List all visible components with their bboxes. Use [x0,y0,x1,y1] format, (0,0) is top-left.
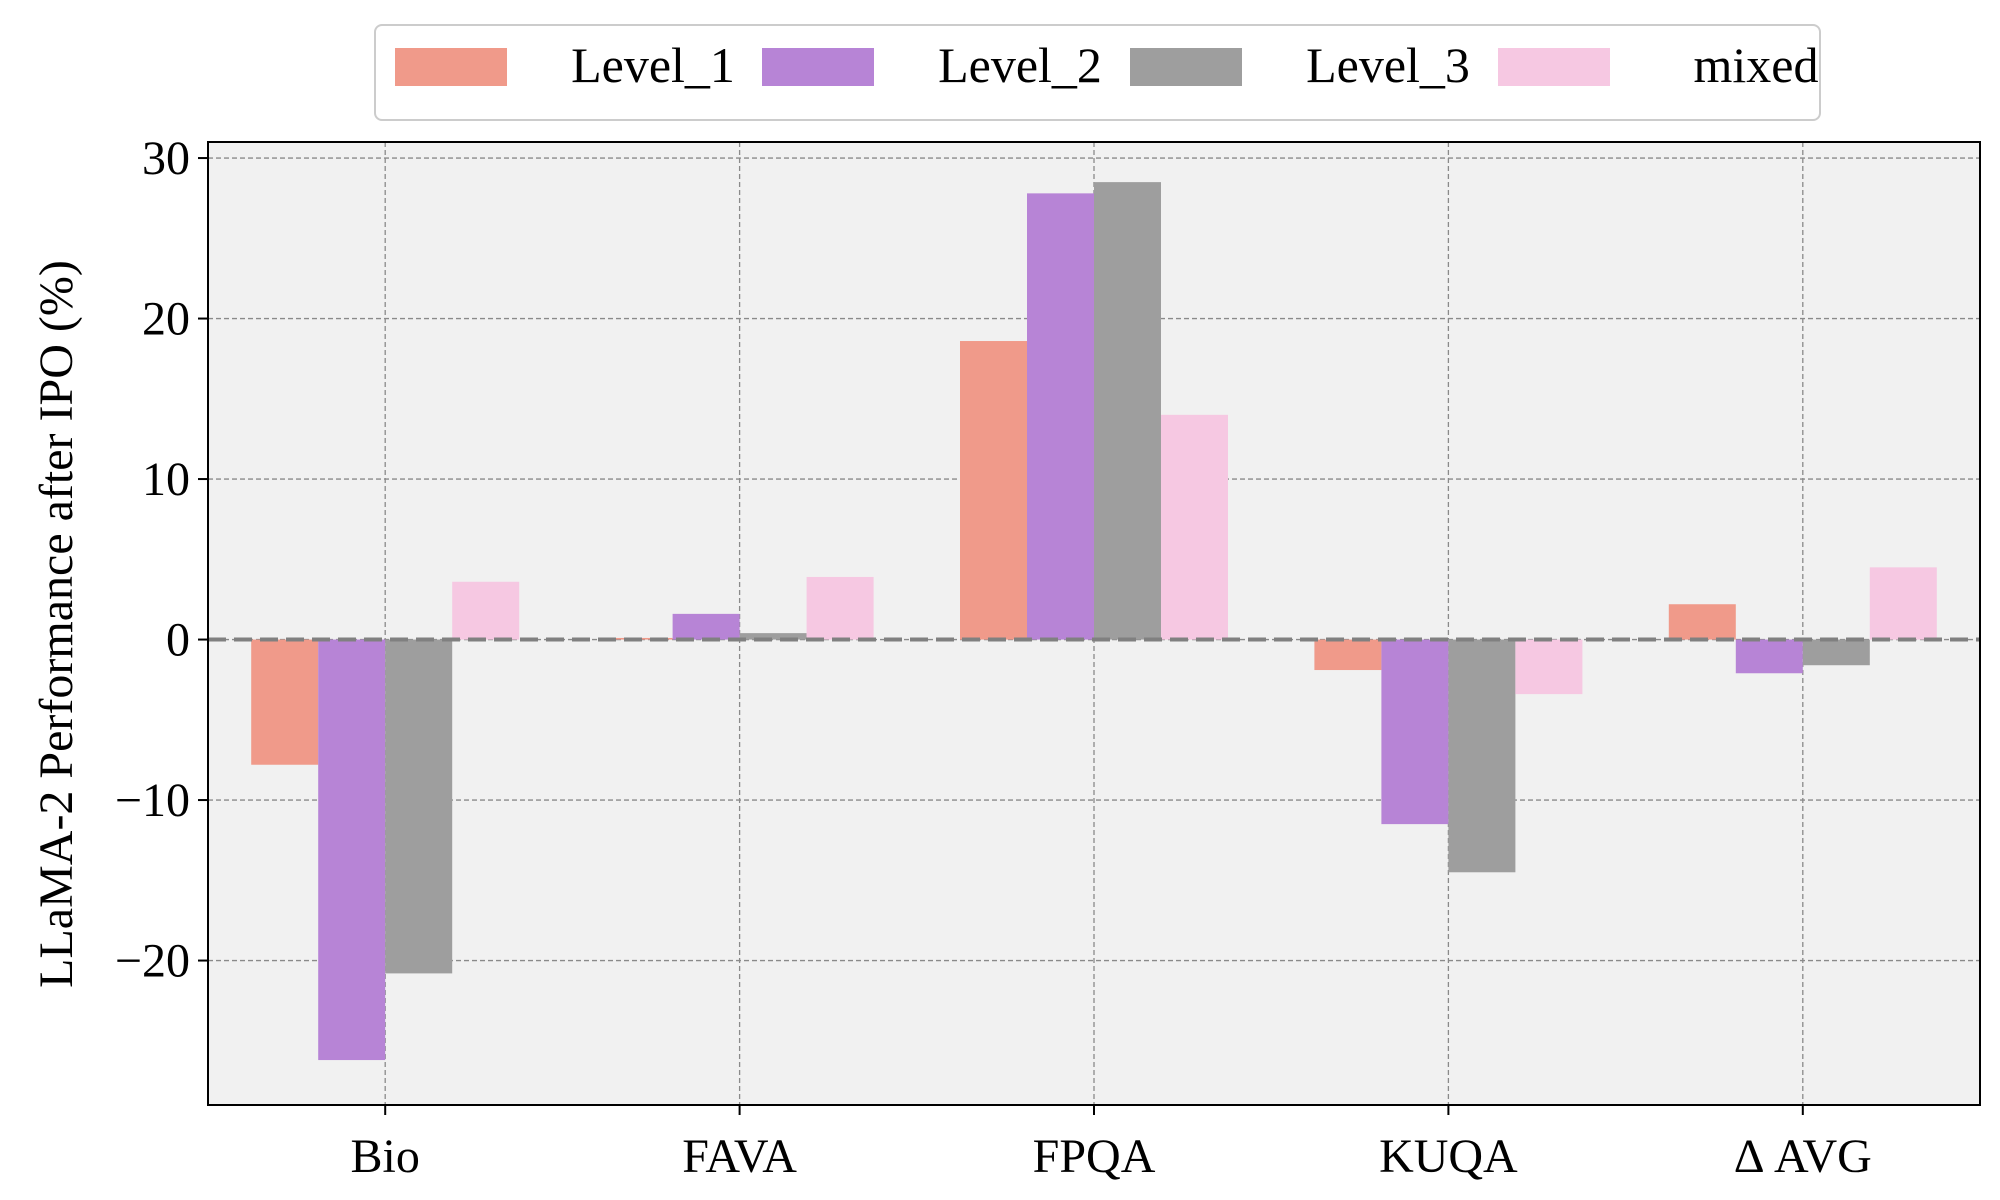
y-tick-label-3: 10 [142,453,190,506]
y-tick-label-2: 0 [166,614,190,667]
bar-Level_2-1 [318,639,386,1061]
legend-label-Level_1: Level_1 [571,37,735,93]
bar-Level_1-4 [1314,639,1382,671]
bar-mixed-5 [1869,567,1937,640]
x-tick-label-4: Δ AVG [1734,1130,1872,1183]
legend-frame [374,24,1821,121]
x-tick-label-0: Bio [351,1130,420,1183]
y-axis: −20 −10 0 10 20 30 [115,132,208,988]
bar-Level_3-2 [739,633,807,640]
bar-Level_3-4 [1448,639,1516,873]
x-tick-label-1: FAVA [682,1130,797,1183]
bars [251,182,1937,1061]
bar-Level_3-3 [1094,182,1161,640]
bar-mixed-1 [452,581,520,640]
y-axis-title: LLaMA-2 Performance after IPO (%) [30,260,83,988]
bar-Level_1-1 [251,639,319,765]
legend-label-Level_3: Level_3 [1306,37,1470,93]
y-tick-label-4: 20 [142,293,190,346]
legend-swatch-mixed [1498,48,1610,86]
y-tick-label-1: −10 [115,774,190,827]
bar-mixed-2 [806,576,874,640]
bar-mixed-3 [1161,414,1228,640]
bar-Level_3-1 [385,639,453,974]
legend-swatch-Level_1 [395,48,507,86]
bar-Level_2-3 [1027,193,1094,640]
bar-Level_1-5 [1668,604,1736,640]
legend-swatch-Level_2 [762,48,874,86]
bar-mixed-4 [1515,639,1583,695]
y-tick-label-0: −20 [115,935,190,988]
x-tick-label-3: KUQA [1379,1130,1518,1183]
x-axis: Bio FAVA FPQA KUQA Δ AVG [351,1105,1872,1183]
bar-Level_3-5 [1802,639,1870,666]
bar-Level_2-5 [1735,639,1803,674]
legend-swatch-Level_3 [1130,48,1242,86]
bar-Level_1-3 [960,341,1027,640]
legend-label-Level_2: Level_2 [938,37,1102,93]
bar-Level_2-4 [1381,639,1449,825]
legend: Level_1 Level_2 Level_3 mixed [374,24,1821,121]
y-tick-label-5: 30 [142,132,190,185]
bar-Level_2-2 [672,613,740,640]
legend-label-mixed: mixed [1694,37,1819,93]
x-tick-label-2: FPQA [1033,1130,1156,1183]
